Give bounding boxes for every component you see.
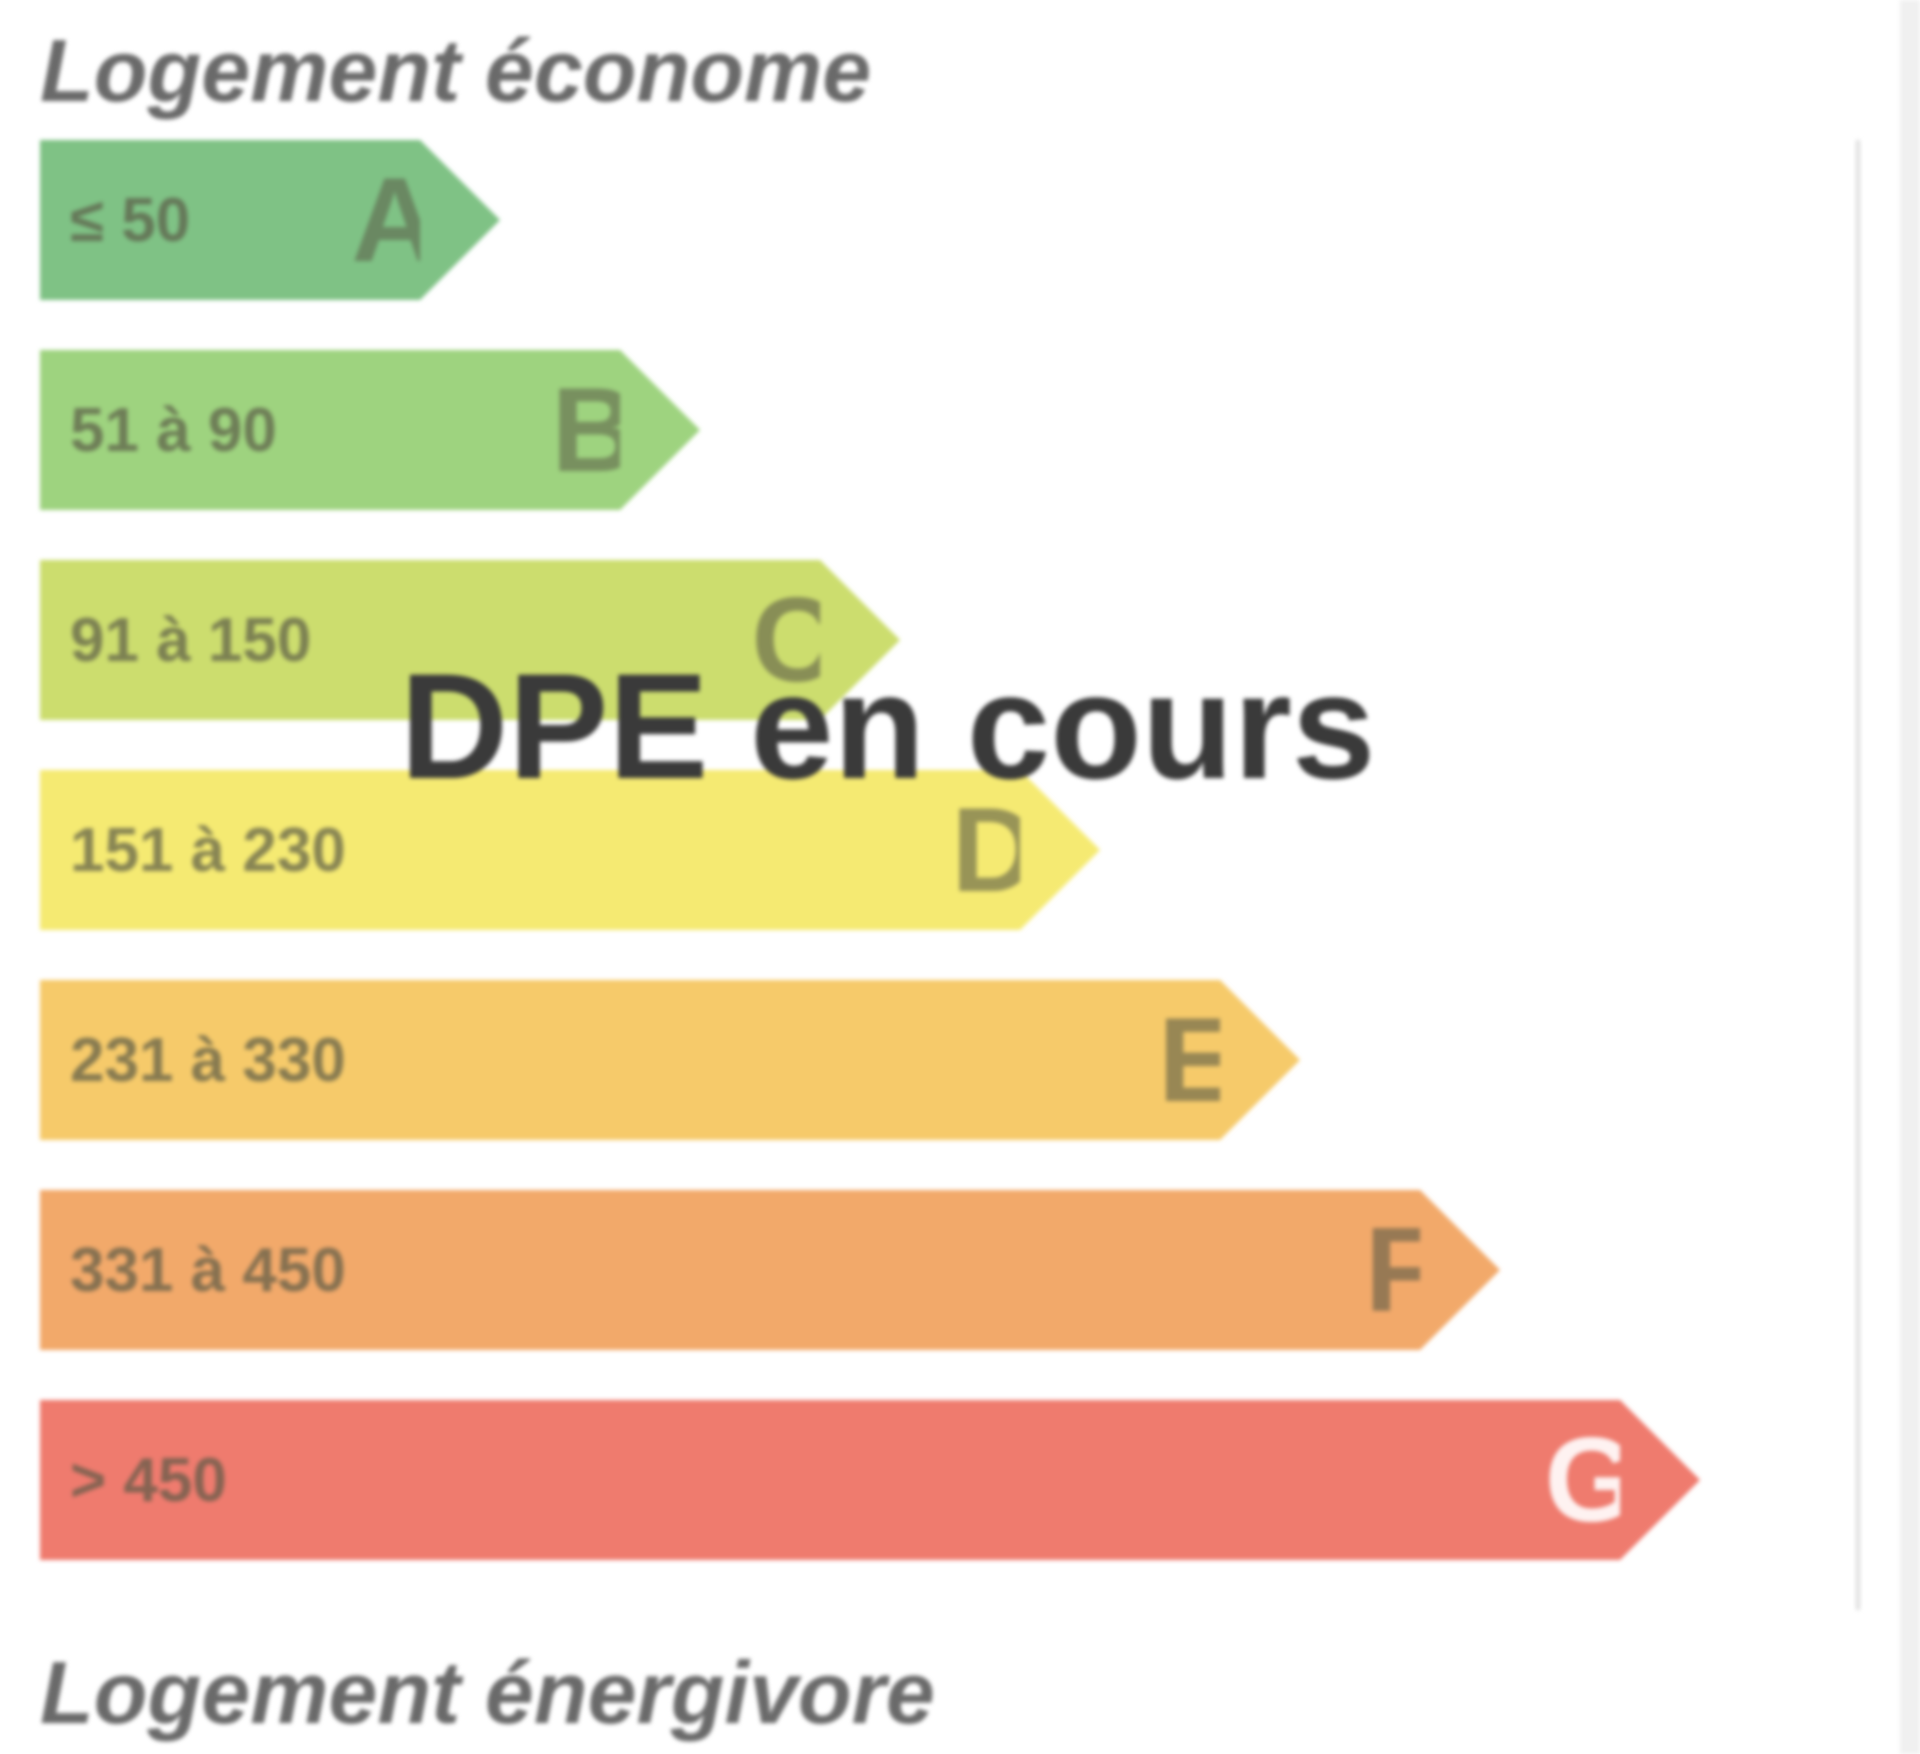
bar-e: 231 à 330E (40, 980, 1220, 1140)
bar-row-a: ≤ 50 A (40, 140, 1620, 300)
bar-b: 51 à 90B (40, 350, 620, 510)
bar-letter-e: E (1158, 991, 1238, 1129)
bar-range-b: 51 à 90 (70, 395, 277, 466)
right-edge (1900, 0, 1920, 1754)
bar-g: > 450G (40, 1400, 1620, 1560)
bar-range-e: 231 à 330 (70, 1025, 346, 1096)
bars-container: ≤ 50A51 à 90B91 à 150C151 à 230D231 à 33… (40, 140, 1620, 1560)
overlay-status: DPE en cours (400, 640, 1375, 813)
bar-range-d: 151 à 230 (70, 815, 346, 886)
bar-f: 331 à 450F (40, 1190, 1420, 1350)
bar-letter-b: B (551, 361, 638, 499)
bar-range-a: ≤ 50 (70, 185, 190, 256)
title-top: Logement économe (40, 20, 871, 122)
title-bottom: Logement énergivore (40, 1642, 935, 1744)
bar-range-c: 91 à 150 (70, 605, 311, 676)
bar-row-f: 331 à 450 F (40, 1190, 1620, 1350)
right-border (1856, 140, 1860, 1610)
bar-row-b: 51 à 90 B (40, 350, 1620, 510)
bar-letter-a: A (351, 151, 438, 289)
bar-a: ≤ 50A (40, 140, 420, 300)
bar-range-g: > 450 (70, 1445, 227, 1516)
bar-letter-f: F (1365, 1201, 1438, 1339)
dpe-chart: Logement économe ≤ 50A51 à 90B91 à 150C1… (0, 0, 1920, 1754)
bar-range-f: 331 à 450 (70, 1235, 346, 1306)
bar-row-e: 231 à 330 E (40, 980, 1620, 1140)
bar-row-g: > 450G (40, 1400, 1620, 1560)
bar-letter-g: G (1545, 1411, 1638, 1549)
